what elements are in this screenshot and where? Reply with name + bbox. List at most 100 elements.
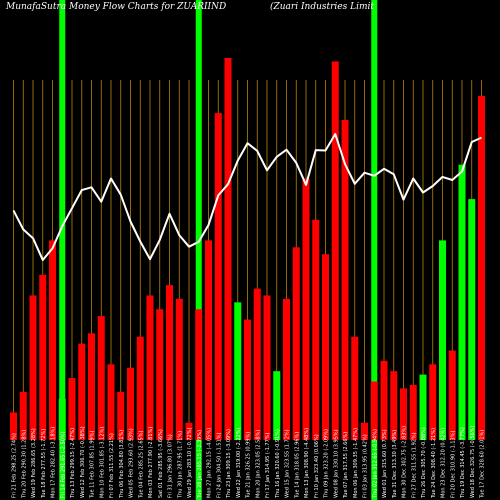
date-label: Wed 01 Jan 315.60 (0.73%)	[382, 429, 388, 498]
chart-title-left: MunafaSutra Money Flow Charts for ZUARII…	[5, 2, 226, 12]
date-label: Fri 24 Jan 304.50 (-1.51%)	[216, 432, 222, 498]
money-flow-bar	[478, 95, 485, 440]
chart-title-right: (Zuari Industries Limit	[270, 1, 374, 12]
money-flow-bar	[58, 398, 66, 440]
date-label: Tue 31 Dec 313.30 (3.49%)	[392, 430, 398, 499]
money-flow-bar	[439, 240, 446, 440]
date-label: Fri 27 Dec 311.55 (1.92%)	[411, 432, 417, 498]
date-label: Thu 20 Feb 290.30 (1.28%)	[21, 430, 27, 499]
money-flow-bar	[117, 391, 125, 440]
money-flow-bar	[214, 113, 222, 441]
date-label: Mon 17 Feb 282.40 (-3.18%)	[51, 427, 57, 498]
money-flow-bar	[341, 119, 349, 440]
date-label: Thu 30 Jan 287.95 (1.71%)	[177, 431, 183, 499]
money-flow-bar	[97, 316, 105, 440]
money-flow-bar	[107, 364, 115, 440]
money-flow-bar	[419, 374, 427, 440]
money-flow-bar	[322, 254, 329, 440]
date-label: Fri 21 Feb 298.25 (2.74%)	[12, 433, 18, 498]
money-flow-bar	[224, 58, 232, 440]
date-label: Fri 03 Jan 313.95 (0.42%)	[363, 434, 369, 498]
date-label: Wed 22 Jan 319.00 (-2.22%)	[236, 428, 242, 498]
money-flow-bar	[19, 391, 27, 440]
date-label: Thu 02 Jan 312.65 (-0.94%)	[372, 429, 378, 499]
date-label: Tue 14 Jan 318.05 (2.96%)	[294, 432, 300, 499]
date-label: Fri 20 Dec 310.90 (-1.13%)	[450, 431, 456, 498]
date-label: Mon 27 Jan 292.15 (-4.05%)	[207, 428, 213, 498]
date-label: Thu 06 Feb 304.80 (3.81%)	[119, 430, 125, 499]
date-label: Mon 30 Dec 302.75 (-2.83%)	[402, 426, 408, 498]
date-label: Tue 18 Feb 277.55 (-1.72%)	[41, 429, 47, 499]
date-label: Thu 13 Feb 299.15 (-2.47%)	[70, 428, 76, 499]
money-flow-bar	[29, 295, 37, 440]
money-flow-bar	[185, 422, 193, 440]
money-flow-bar	[292, 247, 300, 440]
date-label: Mon 23 Dec 312.20 (0.42%)	[441, 428, 447, 498]
money-flow-bar	[68, 378, 76, 440]
money-flow-bar	[78, 343, 86, 440]
highlight-bands	[59, 0, 378, 500]
money-flow-bar	[351, 336, 359, 440]
money-flow-bar	[127, 367, 134, 440]
money-flow-bar	[273, 371, 281, 440]
date-label: Sat 01 Feb 285.95 (-3.66%)	[158, 429, 164, 498]
date-label: Fri 31 Jan 296.80 (3.07%)	[168, 434, 174, 498]
money-flow-bar	[409, 384, 417, 440]
money-flow-bar	[195, 309, 203, 440]
date-label: Mon 03 Feb 277.90 (-2.81%)	[148, 427, 154, 498]
money-flow-bar	[88, 333, 95, 440]
date-label: Wed 08 Jan 330.10 (3.95%)	[333, 429, 339, 498]
date-label: Fri 17 Jan 314.95 (-1.77%)	[265, 432, 271, 498]
date-label: Tue 11 Feb 307.85 (1.99%)	[90, 431, 96, 499]
date-label: Mon 06 Jan 309.35 (-1.47%)	[353, 428, 359, 498]
money-flow-bar	[205, 240, 212, 440]
date-label: Wed 19 Feb 286.65 (3.28%)	[31, 428, 37, 498]
date-label: Wed 05 Feb 293.60 (2.93%)	[129, 428, 135, 498]
highlight-band	[59, 0, 66, 500]
money-flow-bar	[49, 240, 56, 440]
date-label: Thu 16 Jan 320.60 (-0.91%)	[275, 429, 281, 499]
money-flow-bar	[283, 298, 290, 440]
highlight-band	[195, 0, 202, 500]
price-line	[12, 133, 482, 261]
date-labels: Fri 21 Feb 298.25 (2.74%) Thu 20 Feb 290.…	[12, 426, 486, 499]
date-label: Mon 20 Jan 323.05 (2.58%)	[255, 430, 261, 498]
money-flow-bar	[400, 388, 407, 440]
date-label: Mon 10 Feb 301.85 (-3.12%)	[99, 427, 105, 498]
date-label: Wed 15 Jan 323.55 (1.72%)	[285, 429, 291, 498]
money-flow-bar	[331, 61, 339, 441]
money-flow-bar	[156, 309, 164, 440]
money-flow-bar	[380, 360, 388, 440]
money-flow-bar	[468, 199, 476, 440]
date-label: Tue 21 Jan 326.25 (0.99%)	[246, 432, 252, 499]
date-label: Thu 23 Jan 309.15 (-3.09%)	[226, 429, 232, 499]
date-label: Wed 18 Dec 326.75 (-0.56%)	[470, 426, 476, 498]
date-label: Fri 14 Feb 291.65 (-2.50%)	[60, 431, 66, 498]
date-label: Tue 07 Jan 317.55 (2.66%)	[343, 432, 349, 499]
money-flow-bar	[458, 164, 466, 440]
date-label: Fri 10 Jan 323.40 (0.06%)	[314, 434, 320, 498]
money-flow-bar	[234, 302, 242, 440]
money-flow-bar	[263, 295, 271, 440]
date-label: Tue 17 Dec 328.60 (2.01%)	[480, 430, 486, 499]
money-flow-bar	[146, 295, 154, 440]
date-label: Wed 29 Jan 283.10 (-0.72%)	[187, 428, 193, 498]
money-flow-bar	[136, 336, 144, 440]
money-flow-bar	[390, 371, 398, 440]
date-label: Mon 13 Jan 308.90 (-4.48%)	[304, 428, 310, 498]
money-flow-bar	[429, 364, 437, 440]
money-flow-bar	[166, 285, 173, 440]
date-label: Thu 19 Dec 314.45 (-3.77%)	[460, 427, 466, 499]
price-line-layer	[12, 133, 482, 261]
money-flow-bar	[10, 412, 17, 440]
money-flow-bar	[370, 381, 378, 440]
date-label: Tue 04 Feb 285.25 (2.65%)	[138, 431, 144, 499]
date-label: Fri 07 Feb 311.55 (2.21%)	[109, 433, 115, 498]
date-label: Tue 28 Jan 285.15 (-2.39%)	[197, 430, 203, 499]
money-flow-bar	[253, 288, 261, 440]
money-flow-bar	[448, 350, 456, 440]
date-label: Thu 26 Dec 305.70 (-0.88%)	[421, 427, 427, 499]
money-flow-bar	[361, 422, 368, 440]
